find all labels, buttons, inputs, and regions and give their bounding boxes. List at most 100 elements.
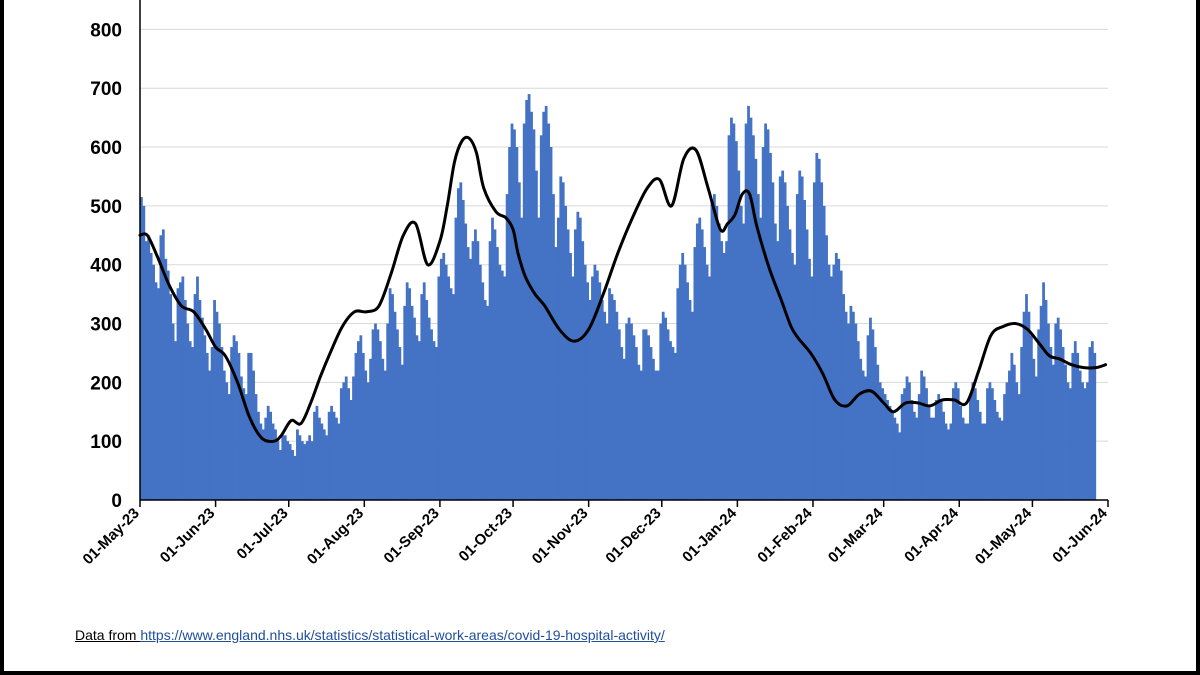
- bar: [925, 388, 928, 500]
- bar: [391, 294, 394, 500]
- bar: [1012, 364, 1016, 500]
- bar: [978, 411, 982, 500]
- bar: [890, 411, 894, 500]
- bar: [864, 376, 867, 500]
- bar: [871, 329, 875, 500]
- bar: [788, 229, 792, 501]
- moving-average-series: [138, 135, 1108, 443]
- bar: [893, 417, 897, 500]
- bar: [259, 423, 263, 500]
- bar-series: [140, 94, 1097, 501]
- bar: [637, 364, 641, 500]
- bar: [908, 382, 911, 500]
- bar: [225, 382, 229, 500]
- bar: [169, 294, 173, 500]
- bar: [1071, 352, 1075, 500]
- bar: [456, 188, 460, 500]
- bar: [700, 229, 704, 501]
- bar: [203, 335, 207, 500]
- bar: [332, 411, 336, 500]
- bar: [1022, 311, 1026, 500]
- x-tick-label: 01-Dec-23: [602, 505, 664, 567]
- bar: [881, 388, 885, 500]
- bar: [576, 211, 580, 500]
- bar: [247, 352, 251, 500]
- bar: [642, 329, 646, 500]
- bar: [873, 347, 877, 500]
- chart-frame: 0 100 200 300 400 500 600 700 800 01-May-23 01-Ju…: [4, 0, 1196, 671]
- bar: [671, 347, 675, 500]
- y-tick-label: 800: [90, 20, 122, 41]
- bar: [1008, 370, 1011, 500]
- bar: [776, 241, 780, 501]
- bar: [947, 429, 950, 500]
- bar: [147, 235, 151, 500]
- bar: [722, 252, 726, 500]
- bar: [798, 170, 802, 500]
- bar: [308, 435, 312, 500]
- bar: [230, 347, 234, 500]
- bar: [432, 341, 436, 500]
- bar: [732, 123, 736, 500]
- bar: [161, 229, 165, 501]
- bar: [286, 441, 290, 500]
- x-tick-label: 01-Jan-24: [679, 504, 740, 565]
- bar: [708, 276, 711, 500]
- y-tick-labels: 0 100 200 300 400 500 600 700 800: [90, 20, 122, 512]
- bar: [425, 300, 429, 500]
- bar: [656, 370, 660, 500]
- bar: [505, 194, 509, 500]
- bar: [517, 182, 521, 500]
- bar: [944, 423, 948, 500]
- bar: [698, 217, 702, 500]
- bar: [842, 294, 846, 500]
- bar: [196, 276, 199, 500]
- bar: [400, 364, 404, 500]
- bar: [649, 347, 653, 500]
- bar: [1073, 341, 1077, 500]
- bar: [427, 317, 431, 500]
- average-line: [138, 135, 1108, 443]
- bar: [888, 405, 892, 500]
- x-tick-label: 01-May-23: [80, 505, 143, 568]
- bar: [1029, 335, 1033, 500]
- y-tick-label: 300: [90, 315, 122, 336]
- bar: [478, 264, 482, 500]
- bar: [749, 117, 753, 500]
- bar: [274, 429, 277, 500]
- bar: [413, 317, 416, 500]
- bar: [600, 300, 604, 500]
- bar: [283, 435, 287, 500]
- bar: [1000, 420, 1004, 500]
- bar: [335, 417, 338, 500]
- bar: [271, 423, 275, 500]
- data-source-link[interactable]: https://www.england.nhs.uk/statistics/st…: [140, 627, 665, 643]
- bar: [239, 376, 243, 500]
- bar: [1042, 282, 1045, 500]
- bar: [376, 329, 380, 500]
- bar: [179, 282, 182, 500]
- bar: [1020, 347, 1024, 500]
- bar: [503, 276, 507, 500]
- bar: [154, 282, 158, 500]
- bar: [1037, 329, 1041, 500]
- bar: [144, 241, 148, 501]
- bar: [564, 205, 568, 500]
- bar: [359, 335, 363, 500]
- bar: [956, 388, 960, 500]
- bar: [220, 347, 224, 500]
- bar: [588, 300, 592, 500]
- bar: [142, 205, 146, 500]
- bar: [1059, 329, 1063, 500]
- bar: [625, 323, 629, 500]
- bar: [659, 323, 663, 500]
- bar: [249, 352, 253, 500]
- bar: [417, 341, 421, 500]
- bar: [471, 241, 475, 501]
- bar: [949, 423, 953, 500]
- bar: [152, 264, 155, 500]
- bar: [320, 423, 324, 500]
- x-tick-label: 01-Sep-23: [381, 505, 443, 567]
- bar: [586, 282, 589, 500]
